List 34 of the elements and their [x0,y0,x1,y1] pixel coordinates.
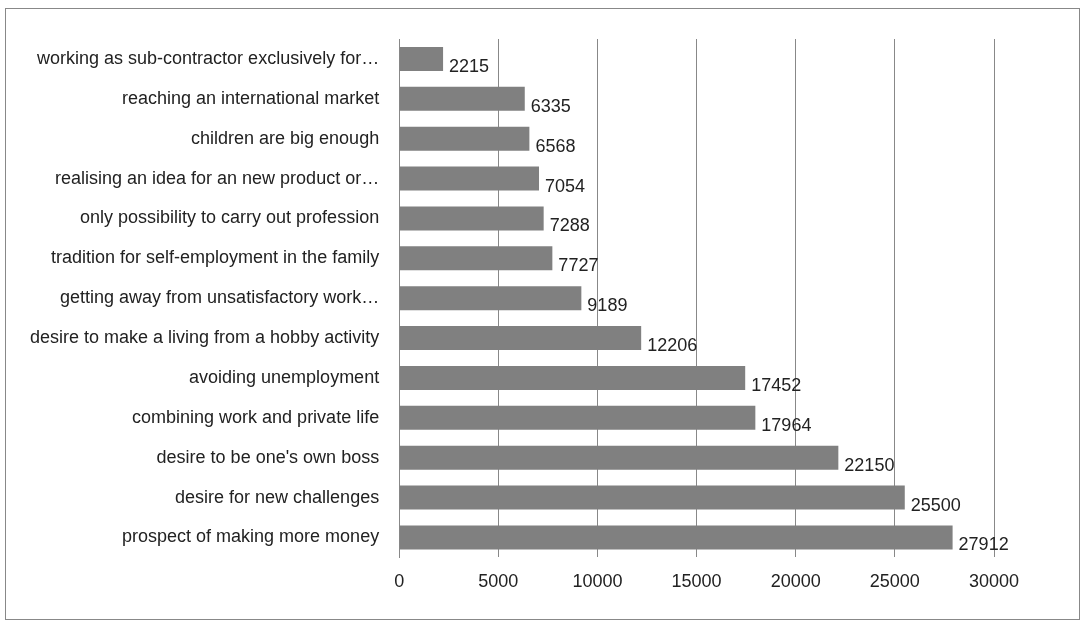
y-tick-label: avoiding unemployment [189,366,380,387]
data-label: 7288 [549,215,590,236]
data-label: 6335 [530,95,571,116]
data-label: 17964 [761,414,812,435]
y-tick-label: working as sub-contractor exclusively for… [36,47,380,68]
y-tick-label: only possibility to carry out profession [80,207,380,228]
data-label: 7727 [558,255,599,276]
y-tick-label: prospect of making more money [122,526,380,547]
data-label: 27912 [958,534,1009,555]
data-label: 17452 [751,374,802,395]
y-tick-label: children are big enough [191,127,380,148]
data-label: 9189 [587,295,628,316]
data-label: 12206 [647,335,698,356]
x-tick-label: 15000 [671,571,722,592]
data-label: 2215 [449,55,490,76]
x-tick-label: 5000 [478,571,519,592]
x-tick-label: 30000 [968,571,1020,592]
y-tick-label: getting away from unsatisfactory work… [60,287,380,308]
y-tick-label: desire for new challenges [175,486,380,507]
y-tick-label: realising an idea for an new product or… [54,167,380,188]
data-label: 25500 [910,494,961,515]
x-tick-label: 20000 [770,571,821,592]
y-tick-label: reaching an international market [122,87,380,108]
data-label: 7054 [545,175,586,196]
data-label: 22150 [844,454,895,475]
y-tick-label: desire to make a living from a hobby activity [30,327,380,348]
x-tick-label: 25000 [869,571,920,592]
x-tick-label: 10000 [572,571,623,592]
y-tick-label: desire to be one's own boss [156,446,380,467]
x-tick-label: 0 [394,571,405,592]
bar [399,46,444,71]
y-tick-label: tradition for self-employment in the family [51,247,380,268]
data-label: 6568 [535,135,576,156]
y-tick-label: combining work and private life [132,406,380,427]
